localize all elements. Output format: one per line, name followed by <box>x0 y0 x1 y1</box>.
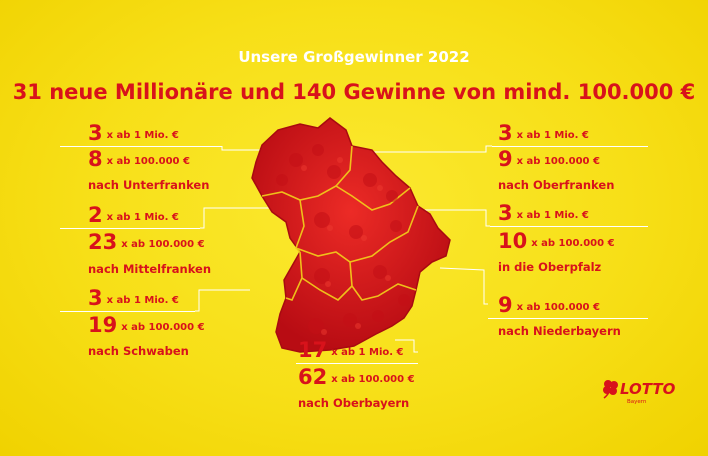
niederbayern-k-label: x ab 100.000 € <box>516 302 600 313</box>
mittelfranken-mio-row: 2 x ab 1 Mio. € <box>88 204 179 226</box>
oberfranken-name: nach Oberfranken <box>498 178 615 192</box>
oberpfalz-name: in die Oberpfalz <box>498 260 602 274</box>
mittelfranken-mio-count: 2 <box>88 203 103 227</box>
oberbayern-k-count: 62 <box>298 365 328 389</box>
oberfranken-k-row: 9 x ab 100.000 € <box>498 148 600 170</box>
schwaben-mio-label: x ab 1 Mio. € <box>106 295 179 306</box>
oberpfalz-mio-label: x ab 1 Mio. € <box>516 210 589 221</box>
unterfranken-mio-count: 3 <box>88 121 103 145</box>
schwaben-mio-count: 3 <box>88 286 103 310</box>
mittelfranken-k-count: 23 <box>88 230 118 254</box>
unterfranken-k-count: 8 <box>88 147 103 171</box>
mittelfranken-k-row: 23 x ab 100.000 € <box>88 231 205 253</box>
schwaben-mio-row: 3 x ab 1 Mio. € <box>88 287 179 309</box>
oberbayern-mio-row: 17 x ab 1 Mio. € <box>298 339 403 361</box>
headline: 31 neue Millionäre und 140 Gewinne von m… <box>12 80 696 104</box>
niederbayern-divider <box>488 318 648 319</box>
schwaben-k-row: 19 x ab 100.000 € <box>88 314 205 336</box>
niederbayern-k-row: 9 x ab 100.000 € <box>498 294 600 316</box>
schwaben-k-count: 19 <box>88 313 118 337</box>
mittelfranken-name: nach Mittelfranken <box>88 262 212 276</box>
niederbayern-k-count: 9 <box>498 293 513 317</box>
oberpfalz-divider <box>490 226 648 227</box>
unterfranken-k-row: 8 x ab 100.000 € <box>88 148 190 170</box>
oberbayern-k-label: x ab 100.000 € <box>331 374 415 385</box>
oberfranken-divider <box>492 146 648 147</box>
mittelfranken-divider <box>60 228 200 229</box>
oberpfalz-mio-count: 3 <box>498 201 513 225</box>
lotto-logo-text: LOTTO <box>620 380 676 398</box>
niederbayern-name: nach Niederbayern <box>498 324 621 338</box>
mittelfranken-mio-label: x ab 1 Mio. € <box>106 212 179 223</box>
schwaben-divider <box>60 311 195 312</box>
unterfranken-k-label: x ab 100.000 € <box>106 156 190 167</box>
oberpfalz-k-count: 10 <box>498 229 528 253</box>
oberpfalz-mio-row: 3 x ab 1 Mio. € <box>498 202 589 224</box>
oberbayern-k-row: 62 x ab 100.000 € <box>298 366 415 388</box>
oberbayern-mio-count: 17 <box>298 338 328 362</box>
oberfranken-k-label: x ab 100.000 € <box>516 156 600 167</box>
oberbayern-divider <box>296 363 418 364</box>
unterfranken-mio-label: x ab 1 Mio. € <box>106 130 179 141</box>
unterfranken-mio-row: 3 x ab 1 Mio. € <box>88 122 179 144</box>
subtitle: Unsere Großgewinner 2022 <box>238 48 470 66</box>
unterfranken-divider <box>60 146 222 147</box>
clover-logo-icon <box>603 380 618 399</box>
unterfranken-name: nach Unterfranken <box>88 178 210 192</box>
lotto-logo-region: Bayern <box>627 399 647 405</box>
mittelfranken-k-label: x ab 100.000 € <box>121 239 205 250</box>
oberbayern-name: nach Oberbayern <box>298 396 410 410</box>
oberfranken-k-count: 9 <box>498 147 513 171</box>
oberpfalz-k-label: x ab 100.000 € <box>531 238 615 249</box>
oberpfalz-k-row: 10 x ab 100.000 € <box>498 230 615 252</box>
oberfranken-mio-label: x ab 1 Mio. € <box>516 130 589 141</box>
oberbayern-mio-label: x ab 1 Mio. € <box>331 347 404 358</box>
oberfranken-mio-row: 3 x ab 1 Mio. € <box>498 122 589 144</box>
schwaben-k-label: x ab 100.000 € <box>121 322 205 333</box>
schwaben-name: nach Schwaben <box>88 344 189 358</box>
oberfranken-mio-count: 3 <box>498 121 513 145</box>
